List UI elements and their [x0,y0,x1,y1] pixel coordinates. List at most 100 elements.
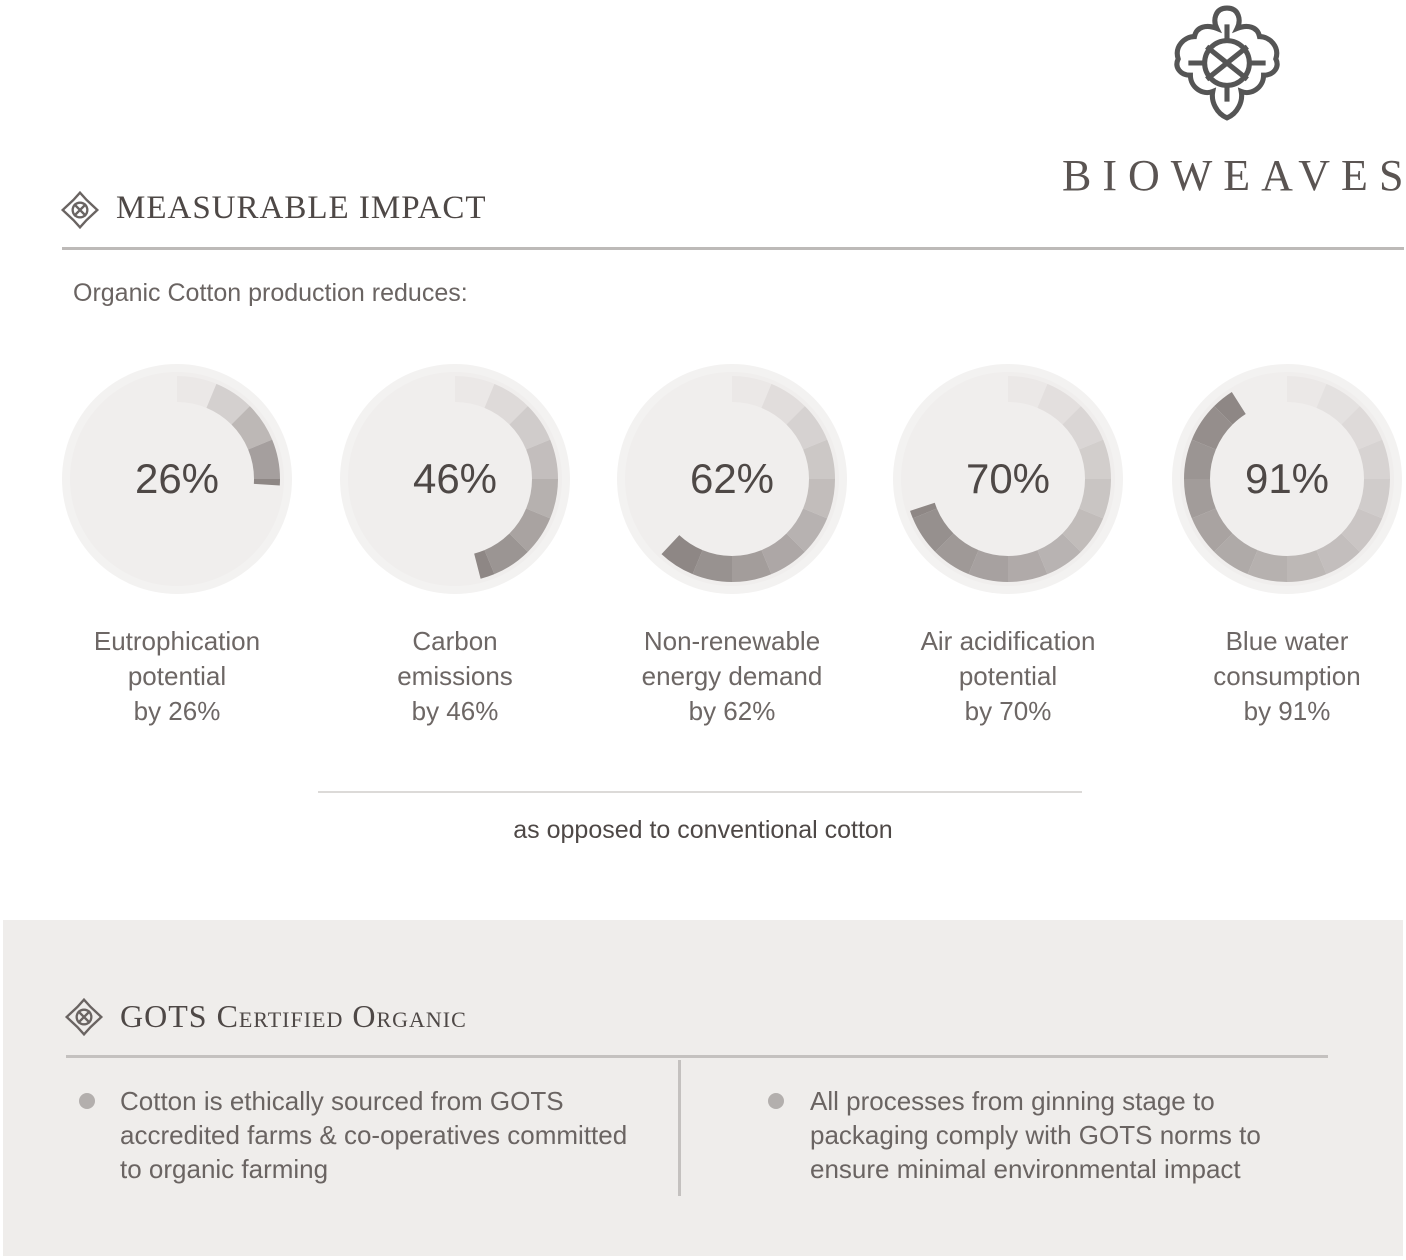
ring-segment [786,508,828,552]
gots-heading: GOTS Certified Organic [120,998,467,1034]
ring-segment [1037,533,1081,575]
impact-ring: 91% [1172,364,1402,594]
ring-segment [803,479,835,519]
ring-segment [1008,376,1048,408]
bullet-icon [768,1093,784,1109]
ring-segment [1341,406,1383,450]
ring-segment [1184,479,1216,519]
impact-label-line: potential [958,661,1058,691]
ring-segment [484,533,528,575]
impact-label-line: by 46% [411,696,499,726]
ring-segment [1062,508,1104,552]
impact-label-line: by 91% [1243,696,1331,726]
impact-label-line: by 26% [133,696,221,726]
ring-segment [732,550,772,582]
ring-segment [1214,533,1258,575]
ring-segment [526,439,558,479]
impact-ring: 70% [893,364,1123,594]
ring-segment [1184,439,1216,479]
ring-segment [1358,479,1390,519]
impact-label-line: Air acidification [920,626,1096,656]
ring-segment [1341,508,1383,552]
impact-ring: 26% [62,364,292,594]
ring-segment [1191,406,1233,450]
ring-segment [1062,406,1104,450]
ring-value: 26% [135,455,219,502]
impact-rings: 26% 46% 62% 70% 91% [62,364,1402,594]
ring-value: 46% [413,455,497,502]
impact-label-line: Eutrophication [93,626,261,656]
ring-segment [1079,439,1111,479]
ring-segment [1287,376,1327,408]
section-ornament-icon [64,997,104,1037]
ring-segment [1316,383,1360,425]
ring-segment [692,550,732,582]
ring-segment [206,383,250,425]
impact-label: Carbon emissions by 46% [325,624,585,729]
ring-segment [1316,533,1360,575]
impact-note: as opposed to conventional cotton [513,816,893,844]
ring-segment [1037,383,1081,425]
ring-disc-inner [70,372,284,586]
ring-value: 91% [1245,455,1329,502]
divider [318,791,1082,793]
impact-label-line: consumption [1213,661,1361,691]
divider [66,1055,1328,1058]
impact-label: Eutrophication potential by 26% [47,624,307,729]
ring-segment [1079,479,1111,519]
impact-label-line: Carbon [412,626,498,656]
column-divider [678,1060,681,1196]
ring-value: 62% [690,455,774,502]
ring-segment [455,376,495,408]
divider [62,247,1404,250]
impact-heading: MEASURABLE IMPACT [116,190,487,226]
section-ornament-icon [60,190,100,230]
ring-segment [761,533,805,575]
ring-segment [1247,550,1287,582]
ring-segment [732,376,772,408]
gots-point: All processes from ginning stage to pack… [810,1086,1261,1184]
impact-label-line: Blue water [1225,626,1349,656]
ring-segment [910,502,937,519]
ring-segment [1358,439,1390,479]
ring-segment [1008,550,1048,582]
ring-segment [968,550,1008,582]
ring-segment [912,508,954,552]
brand-logo-icon [1174,5,1280,121]
impact-ring: 62% [617,364,847,594]
ring-segment [1287,550,1327,582]
ring-segment [803,439,835,479]
impact-label-line: potential [127,661,227,691]
impact-intro: Organic Cotton production reduces: [73,279,468,307]
bullet-icon [79,1093,95,1109]
gots-point: Cotton is ethically sourced from GOTS ac… [120,1086,628,1184]
gots-panel [3,920,1403,1256]
impact-ring: 46% [340,364,570,594]
ring-disc-inner [625,372,839,586]
ring-segment [474,550,495,579]
ring-segment [248,439,280,479]
impact-label-line: Non-renewable [643,626,821,656]
ring-segment [935,533,979,575]
impact-label-line: by 62% [688,696,776,726]
ring-disc-inner [348,372,562,586]
impact-label-line: emissions [397,661,513,691]
ring-segment [509,508,551,552]
ring-disc-inner [1180,372,1394,586]
impact-label: Air acidification potential by 70% [878,624,1138,729]
ring-disc-inner [901,372,1115,586]
ring-segment [1214,392,1246,425]
ring-segment [786,406,828,450]
ring-segment [177,376,217,408]
impact-label-line: energy demand [641,661,823,691]
ring-segment [509,406,551,450]
impact-label-line: by 70% [964,696,1052,726]
ring-value: 70% [966,455,1050,502]
brand-name: BIOWEAVES [1062,151,1406,200]
impact-label: Blue water consumption by 91% [1157,624,1406,729]
ring-segment [1191,508,1233,552]
ring-segment [253,479,280,486]
ring-segment [231,406,273,450]
ring-segment [761,383,805,425]
ring-segment [661,535,703,575]
